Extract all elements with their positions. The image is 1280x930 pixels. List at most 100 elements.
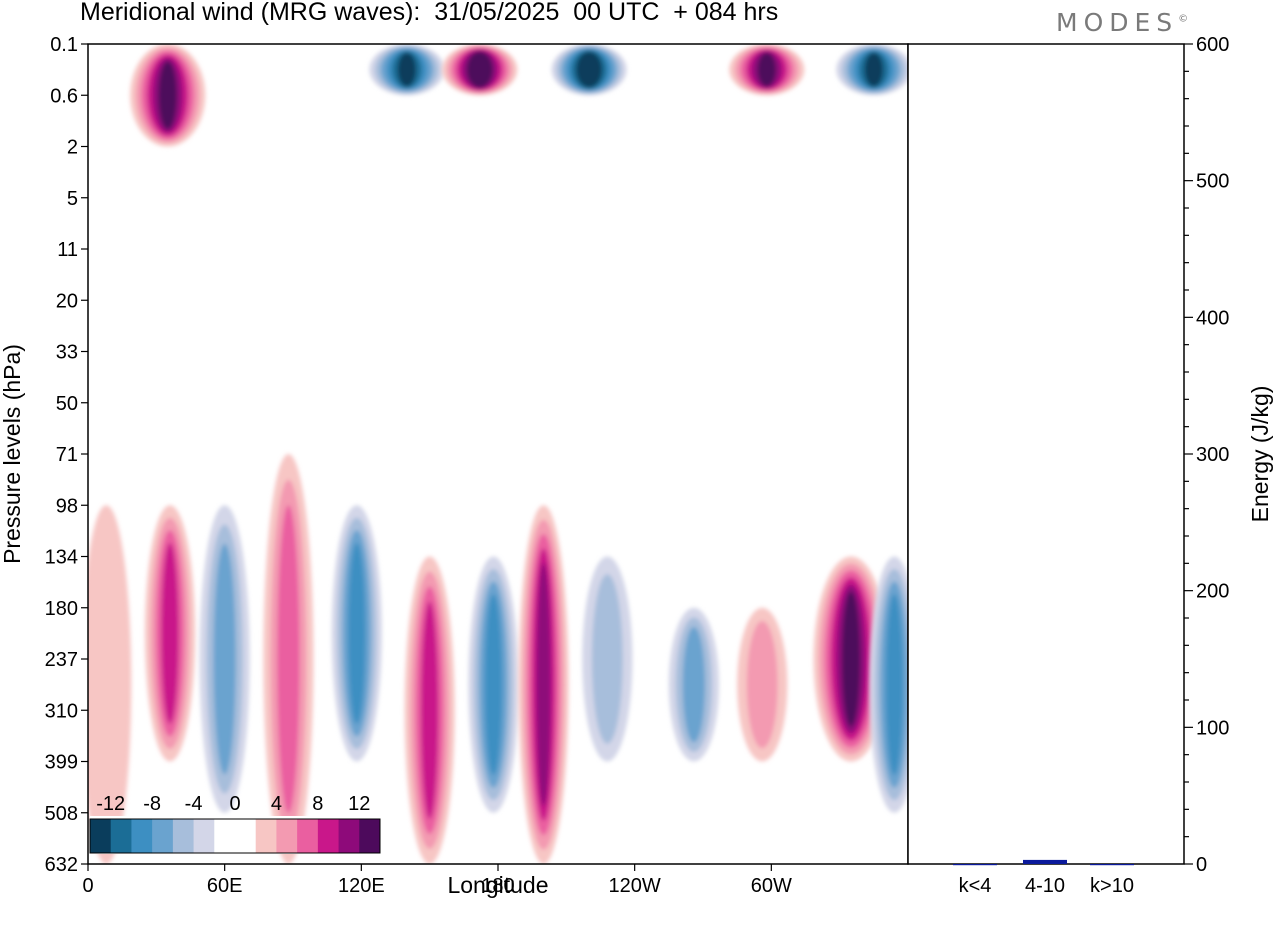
- wavenumber-label: 4-10: [1025, 875, 1065, 897]
- anomaly-cell: [869, 556, 908, 813]
- anomaly-contour: [682, 626, 705, 743]
- energy-frame: [907, 43, 1185, 865]
- pressure-tick-label: 632: [45, 854, 78, 876]
- colorbar-label: -12: [96, 793, 125, 815]
- pressure-tick-label: 33: [56, 342, 78, 364]
- pressure-tick-label: 180: [45, 598, 78, 620]
- energy-bars: [953, 859, 1134, 866]
- anomaly-contour: [471, 53, 488, 87]
- colorbar-swatch: [276, 819, 298, 853]
- anomaly-contour: [581, 53, 598, 87]
- longitude-tick-label: 60E: [207, 875, 243, 897]
- chart-title: Meridional wind (MRG waves): 31/05/2025 …: [80, 0, 779, 26]
- pressure-tick-label: 134: [45, 547, 78, 569]
- anomaly-contour: [841, 591, 861, 727]
- anomaly-cell: [144, 505, 196, 762]
- x-axis-title: Longitude: [447, 872, 548, 898]
- colorbar-label: 12: [348, 793, 370, 815]
- colorbar-frame: [89, 818, 381, 854]
- colorbar-swatch: [235, 819, 257, 853]
- wavenumber-label: k>10: [1090, 875, 1134, 897]
- anomaly-contour: [885, 594, 904, 776]
- anomaly-cell: [518, 505, 569, 864]
- brand-logo: MODES©: [1056, 8, 1188, 37]
- pressure-tick-label: 71: [56, 444, 78, 466]
- pressure-tick-label: 0.6: [50, 85, 78, 107]
- anomaly-contour: [397, 52, 416, 87]
- anomaly-cell: [404, 556, 455, 864]
- pressure-tick-label: 98: [56, 495, 78, 517]
- colorbar-swatch: [152, 819, 174, 853]
- colorbar-swatch: [255, 819, 277, 853]
- anomaly-cell: [130, 44, 206, 147]
- colorbar-swatch: [297, 819, 319, 853]
- anomaly-contour: [420, 601, 439, 819]
- contour-fills: [88, 44, 908, 864]
- pressure-tick-label: 310: [45, 700, 78, 722]
- anomaly-cell: [369, 44, 445, 96]
- y-axis-title: Pressure levels (hPa): [0, 344, 25, 564]
- anomaly-cell: [468, 556, 519, 813]
- pressure-tick-label: 5: [67, 188, 78, 210]
- pressure-tick-label: 50: [56, 393, 78, 415]
- colorbar-swatch: [131, 819, 153, 853]
- pressure-tick-label: 2: [67, 137, 78, 159]
- longitude-tick-label: 60W: [751, 875, 792, 897]
- brand-mark: ©: [1178, 13, 1189, 25]
- anomaly-contour: [161, 542, 179, 724]
- pressure-tick-label: 237: [45, 649, 78, 671]
- longitude-tick-label: 0: [82, 875, 93, 897]
- anomaly-contour: [484, 594, 503, 776]
- colorbar-swatch: [338, 819, 360, 853]
- anomaly-contour: [348, 542, 366, 724]
- anomaly-cell: [88, 505, 132, 864]
- colorbar-labels: -12 -8 -4 0 4 8 12: [96, 793, 370, 815]
- pressure-axis: 0.1 0.6 2 5 11 20 33 50 71 98 134 180 237 310 399 508 63…: [45, 34, 88, 876]
- longitude-tick-label: 120W: [609, 875, 661, 897]
- energy-tick-label: 600: [1196, 34, 1229, 56]
- energy-tick-label: 500: [1196, 171, 1229, 193]
- colorbar-swatch: [110, 819, 132, 853]
- pressure-tick-label: 399: [45, 752, 78, 774]
- colorbar-swatch: [193, 819, 215, 853]
- brand-text: MODES: [1056, 8, 1179, 37]
- colorbar-cells: [90, 819, 381, 853]
- anomaly-cell: [668, 607, 719, 762]
- anomaly-cell: [729, 44, 805, 96]
- anomaly-contour: [277, 505, 300, 813]
- colorbar-swatch: [359, 819, 381, 853]
- pressure-tick-label: 20: [56, 290, 78, 312]
- energy-tick-label: 300: [1196, 444, 1229, 466]
- longitude-tick-label: 180: [481, 875, 514, 897]
- energy-tick-label: 400: [1196, 307, 1229, 329]
- colorbar-label: -8: [143, 793, 161, 815]
- colorbar: -12 -8 -4 0 4 8 12: [89, 793, 381, 854]
- energy-axis: 0 100 200 300 400 500 600: [1184, 34, 1229, 876]
- anomaly-contour: [213, 543, 236, 775]
- energy-tick-label: 200: [1196, 581, 1229, 603]
- anomaly-contour: [158, 61, 177, 130]
- pressure-tick-label: 508: [45, 803, 78, 825]
- colorbar-label: 0: [229, 793, 240, 815]
- anomaly-cell: [199, 505, 250, 813]
- anomaly-contour: [591, 574, 623, 744]
- pressure-tick-label: 0.1: [50, 34, 78, 56]
- anomaly-cell: [836, 44, 908, 96]
- colorbar-swatch: [90, 819, 112, 853]
- wavenumber-label: k<4: [959, 875, 992, 897]
- energy-panel: 0 100 200 300 400 500 600 k<4 4-10 k>10 Energy (…: [907, 34, 1273, 897]
- anomaly-cell: [331, 505, 382, 762]
- energy-bar: [953, 864, 997, 866]
- energy-tick-label: 0: [1196, 854, 1207, 876]
- anomaly-contour: [864, 52, 883, 87]
- energy-bar: [1023, 859, 1067, 864]
- anomaly-cell: [582, 556, 633, 762]
- anomaly-contour: [757, 52, 776, 87]
- anomaly-contour: [536, 562, 551, 807]
- colorbar-label: 4: [271, 793, 282, 815]
- colorbar-swatch: [172, 819, 195, 853]
- longitude-axis: 0 60E 120E 180 120W 60W: [82, 864, 792, 897]
- anomaly-cell: [442, 44, 518, 96]
- anomaly-cell: [737, 607, 788, 762]
- colorbar-swatch: [214, 819, 236, 853]
